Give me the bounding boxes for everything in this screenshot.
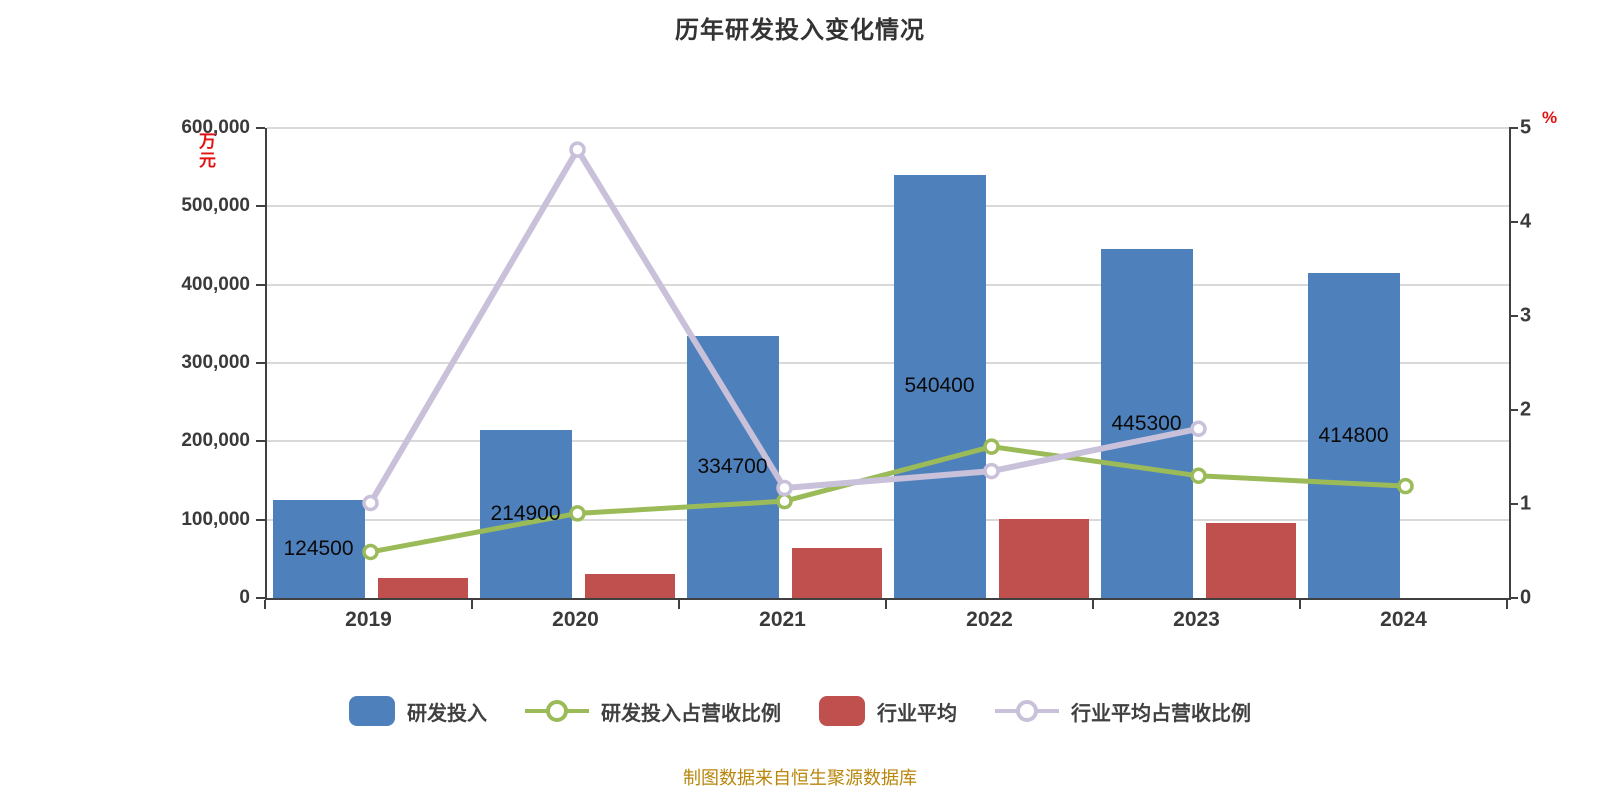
- industry-average-bar[interactable]: [1205, 523, 1296, 598]
- left-axis-tick-label: 300,000: [181, 352, 250, 373]
- right-axis-tick-label: 0: [1520, 586, 1532, 609]
- legend-line-swatch: [995, 696, 1059, 726]
- legend-bar-swatch: [819, 696, 865, 726]
- right-axis-tick: [1509, 597, 1518, 599]
- right-axis-tick-label: 5: [1520, 116, 1532, 139]
- rd-ratio-point[interactable]: [776, 492, 793, 510]
- legend-item-3[interactable]: 行业平均: [819, 696, 957, 726]
- left-axis-tick-label: 500,000: [181, 195, 250, 217]
- legend-line-marker: [546, 700, 568, 722]
- legend-item-1[interactable]: 研发投入: [349, 696, 487, 726]
- gridline: [267, 127, 1509, 129]
- left-axis-unit-label: 万元: [196, 132, 215, 170]
- rd-investment-bar[interactable]: [1100, 249, 1193, 598]
- rd-investment-bar[interactable]: [1307, 273, 1400, 598]
- industry-average-bar[interactable]: [791, 548, 882, 598]
- legend-label: 研发投入占营收比例: [601, 702, 781, 725]
- rd-ratio-point[interactable]: [1397, 477, 1414, 495]
- x-axis-year-label: 2020: [552, 608, 599, 631]
- left-axis-tick-label: 200,000: [181, 430, 250, 452]
- rd-ratio-point[interactable]: [1190, 467, 1207, 485]
- right-axis-tick: [1509, 221, 1518, 223]
- bar-value-label: 334700: [697, 454, 768, 478]
- right-axis-unit-label: %: [1542, 108, 1558, 127]
- x-axis-tick: [1299, 600, 1301, 609]
- line-series-layer: [362, 141, 1414, 561]
- legend-label: 行业平均占营收比例: [1071, 702, 1251, 725]
- x-axis-tick: [264, 600, 266, 609]
- x-axis-tick: [1506, 600, 1508, 609]
- industry-ratio-point[interactable]: [776, 479, 793, 497]
- left-axis-tick: [256, 440, 265, 443]
- left-axis-tick-label: 100,000: [181, 508, 250, 530]
- rd-ratio-point[interactable]: [362, 543, 379, 561]
- left-axis-tick: [256, 127, 265, 129]
- industry-ratio-point[interactable]: [983, 462, 1000, 480]
- x-axis-year-label: 2019: [345, 608, 392, 631]
- left-axis-tick-label: 400,000: [181, 273, 250, 295]
- gridline: [267, 283, 1509, 286]
- x-axis-tick: [1092, 600, 1094, 609]
- legend-bar-swatch: [349, 696, 395, 726]
- x-axis-year-label: 2021: [759, 608, 806, 631]
- chart-title: 历年研发投入变化情况: [675, 17, 925, 44]
- x-axis-tick: [885, 600, 887, 609]
- x-axis-year-label: 2022: [966, 608, 1013, 631]
- legend-label: 行业平均: [877, 702, 957, 725]
- bar-value-label: 540400: [904, 374, 975, 398]
- rd-investment-bar[interactable]: [893, 174, 986, 598]
- gridline: [267, 205, 1509, 208]
- industry-average-bar[interactable]: [584, 573, 675, 598]
- left-axis-tick: [256, 597, 265, 599]
- right-axis-tick: [1509, 127, 1518, 129]
- legend-line-swatch: [525, 696, 589, 726]
- chart-legend: 研发投入 研发投入占营收比例 行业平均 行业平均占营收比例: [0, 696, 1600, 726]
- data-source-note: 制图数据来自恒生聚源数据库: [683, 768, 917, 788]
- legend-label: 研发投入: [407, 702, 487, 725]
- bar-value-label: 124500: [283, 537, 354, 561]
- x-axis-tick: [678, 600, 680, 609]
- rd-investment-bar[interactable]: [479, 429, 572, 598]
- rd-ratio-point[interactable]: [569, 505, 586, 522]
- gridline: [267, 362, 1509, 364]
- bar-value-label: 214900: [490, 501, 561, 525]
- legend-item-2[interactable]: 研发投入占营收比例: [525, 696, 781, 726]
- left-axis-tick: [256, 283, 265, 286]
- right-axis-tick-label: 2: [1520, 398, 1532, 421]
- industry-average-bar[interactable]: [998, 518, 1089, 598]
- plot-area: 124500 214900 334700 540400 445300 414800: [265, 127, 1511, 600]
- rd-ratio-line: [370, 444, 1406, 555]
- x-axis-year-label: 2023: [1173, 608, 1220, 631]
- rd-ratio-point[interactable]: [983, 438, 1000, 455]
- industry-ratio-point[interactable]: [362, 494, 379, 512]
- gridline: [267, 518, 1509, 521]
- rd-investment-bar[interactable]: [686, 335, 779, 598]
- left-axis-tick: [256, 205, 265, 208]
- right-axis-tick-label: 3: [1520, 304, 1532, 327]
- right-axis-tick: [1509, 315, 1518, 317]
- right-axis-tick-label: 1: [1520, 492, 1532, 515]
- right-axis-tick: [1509, 503, 1518, 505]
- left-axis-tick: [256, 362, 265, 364]
- gridline: [267, 440, 1509, 443]
- rd-investment-bar[interactable]: [272, 500, 365, 598]
- legend-item-4[interactable]: 行业平均占营收比例: [995, 696, 1251, 726]
- bar-value-label: 414800: [1318, 423, 1389, 447]
- right-axis-tick: [1509, 409, 1518, 411]
- x-axis-tick: [471, 600, 473, 609]
- bar-value-label: 445300: [1111, 411, 1182, 435]
- x-axis-year-label: 2024: [1380, 608, 1427, 631]
- industry-average-bar[interactable]: [377, 578, 468, 598]
- right-axis-tick-label: 4: [1520, 210, 1532, 233]
- industry-ratio-line: [367, 146, 1200, 505]
- legend-line-marker: [1016, 700, 1038, 722]
- left-axis-tick-label: 600,000: [181, 117, 250, 138]
- industry-ratio-point[interactable]: [1190, 420, 1207, 438]
- left-axis-tick: [256, 518, 265, 521]
- industry-ratio-point[interactable]: [569, 141, 586, 158]
- left-axis-tick-label: 0: [239, 587, 250, 608]
